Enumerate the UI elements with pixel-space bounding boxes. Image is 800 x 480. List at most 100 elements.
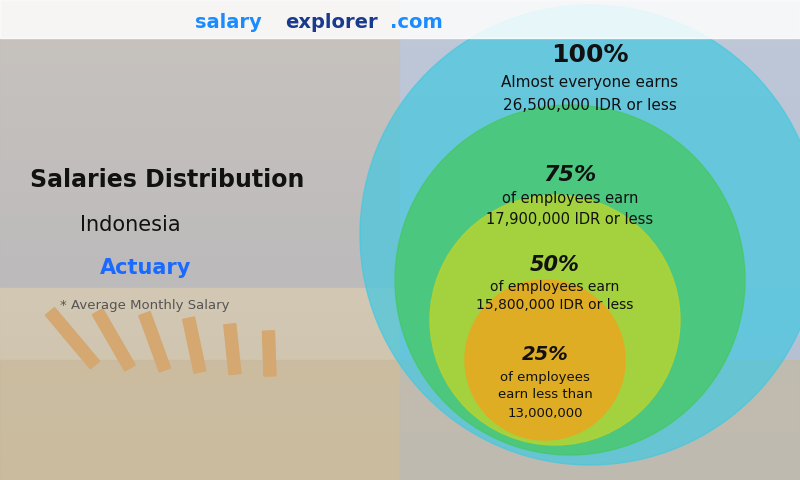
Bar: [400, 266, 800, 267]
Bar: [400, 429, 800, 430]
Bar: [0, 270, 400, 271]
Bar: [400, 9, 800, 10]
Bar: [0, 246, 400, 247]
Bar: [400, 126, 800, 127]
Bar: [400, 299, 800, 300]
Bar: [400, 402, 800, 403]
Bar: [400, 323, 800, 324]
Bar: [0, 222, 400, 223]
Bar: [0, 371, 400, 372]
Bar: [0, 295, 400, 296]
Bar: [0, 255, 400, 256]
Bar: [0, 199, 400, 200]
Bar: [0, 173, 400, 174]
Bar: [0, 336, 400, 337]
Bar: [400, 215, 800, 216]
Bar: [0, 15, 400, 16]
Bar: [400, 411, 800, 412]
Bar: [0, 189, 400, 190]
Bar: [400, 53, 800, 54]
Bar: [0, 342, 400, 343]
Bar: [0, 67, 400, 68]
Bar: [400, 39, 800, 40]
Bar: [400, 368, 800, 369]
Bar: [0, 409, 400, 410]
Bar: [400, 457, 800, 458]
Bar: [400, 430, 800, 431]
Bar: [400, 202, 800, 203]
Bar: [400, 437, 800, 438]
Bar: [0, 39, 400, 40]
Bar: [0, 302, 400, 303]
Bar: [400, 249, 800, 250]
Bar: [400, 191, 800, 192]
Bar: [0, 58, 400, 59]
Bar: [400, 1, 800, 2]
Bar: [400, 129, 800, 130]
Bar: [0, 220, 400, 221]
Bar: [0, 106, 400, 107]
Bar: [0, 104, 400, 105]
Bar: [400, 311, 800, 312]
Bar: [0, 47, 400, 48]
Bar: [0, 462, 400, 463]
Bar: [400, 441, 800, 442]
Bar: [0, 297, 400, 298]
Text: .com: .com: [390, 12, 442, 32]
Bar: [400, 372, 800, 373]
Bar: [400, 465, 800, 466]
Bar: [0, 390, 400, 391]
Bar: [0, 207, 400, 208]
Bar: [400, 338, 800, 339]
Bar: [400, 64, 800, 65]
Bar: [0, 50, 400, 51]
Bar: [400, 155, 800, 156]
Bar: [0, 460, 400, 461]
Bar: [400, 7, 800, 8]
Bar: [0, 145, 400, 146]
Bar: [400, 349, 800, 350]
Bar: [0, 203, 400, 204]
Bar: [0, 196, 400, 197]
Bar: [400, 279, 800, 280]
Bar: [400, 327, 800, 328]
Bar: [0, 113, 400, 114]
Bar: [0, 132, 400, 133]
Bar: [0, 362, 400, 363]
Bar: [400, 77, 800, 78]
Bar: [0, 183, 400, 184]
Bar: [400, 99, 800, 100]
Bar: [0, 253, 400, 254]
Bar: [400, 417, 800, 418]
Bar: [0, 384, 400, 385]
Bar: [400, 380, 800, 381]
Bar: [400, 410, 800, 411]
Bar: [0, 153, 400, 154]
Bar: [0, 9, 400, 10]
Bar: [400, 223, 800, 224]
FancyBboxPatch shape: [46, 308, 99, 369]
Bar: [0, 473, 400, 474]
Bar: [0, 20, 400, 21]
Bar: [0, 174, 400, 175]
Bar: [0, 470, 400, 471]
Bar: [400, 407, 800, 408]
Bar: [0, 373, 400, 374]
Bar: [0, 154, 400, 155]
Bar: [400, 161, 800, 162]
Bar: [400, 288, 800, 289]
Bar: [400, 23, 800, 24]
Bar: [0, 144, 400, 145]
Bar: [400, 242, 800, 243]
Bar: [400, 36, 800, 37]
Bar: [400, 440, 800, 441]
Bar: [400, 14, 800, 15]
Bar: [0, 442, 400, 443]
Bar: [400, 322, 800, 323]
Bar: [0, 334, 400, 335]
Bar: [400, 293, 800, 294]
Bar: [400, 315, 800, 316]
Bar: [0, 31, 400, 32]
Bar: [400, 74, 800, 75]
Bar: [400, 444, 800, 445]
